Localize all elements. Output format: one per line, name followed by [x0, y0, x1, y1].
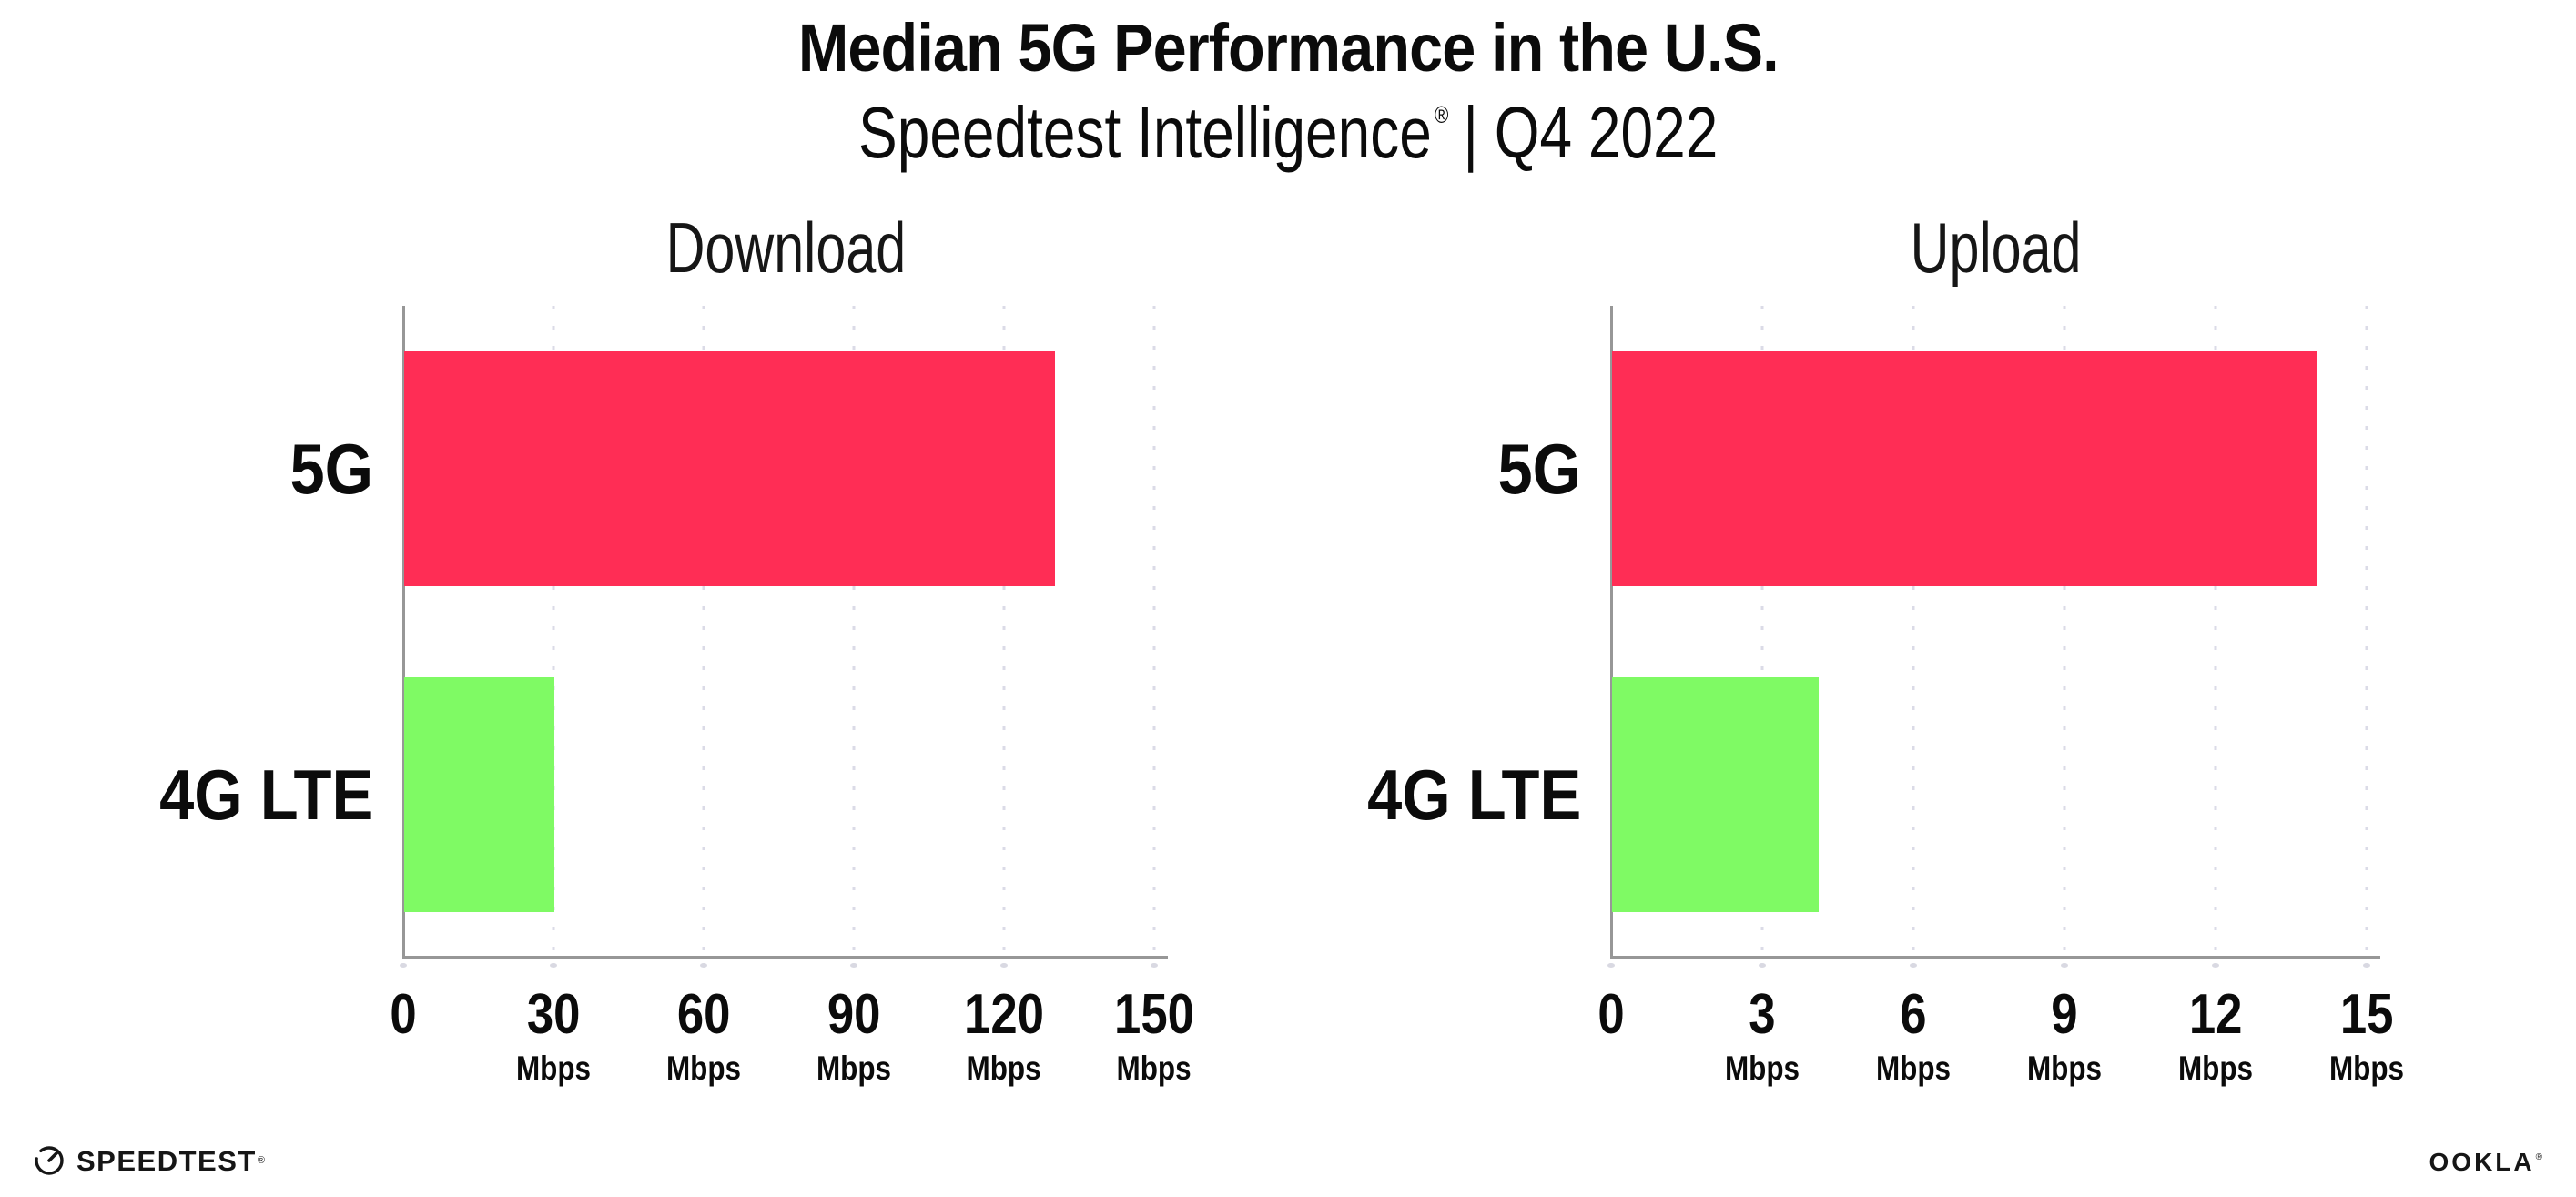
gridline-12 [2214, 306, 2217, 958]
upload-plot-area [1607, 306, 2380, 968]
x-tick-label-0: 0 [1597, 983, 1625, 1046]
tick-mark-60 [700, 963, 707, 968]
tick-mark-0 [400, 963, 407, 968]
gridline-120 [1002, 306, 1006, 958]
page-title-text: Median 5G Performance in the U.S. [797, 10, 1780, 86]
x-tick-label-60: 60 Mbps [665, 983, 742, 1087]
x-tick-label-30: 30 Mbps [515, 983, 592, 1087]
tick-mark-90 [850, 963, 857, 968]
bar-4g-lte [404, 677, 554, 912]
footer: SPEEDTEST ® OOKLA® [0, 1137, 2576, 1181]
gridline-6 [1912, 306, 1915, 958]
gridline-150 [1152, 306, 1156, 958]
speedtest-wordmark: SPEEDTEST [76, 1144, 257, 1177]
x-tick-label-15: 15 Mbps [2328, 983, 2405, 1087]
header: Median 5G Performance in the U.S. Speedt… [0, 0, 2576, 169]
x-tick-label-120: 120 Mbps [964, 983, 1044, 1087]
x-tick-label-0: 0 [390, 983, 417, 1046]
upload-chart-title: Upload [1910, 208, 2082, 288]
download-chart-title: Download [665, 208, 906, 288]
upload-chart: Upload 5G 4G LTE 0 3 Mbps 6 Mbps 9 Mbps 12 Mbps 15… [1367, 208, 2404, 1085]
x-tick-label-150: 150 Mbps [1114, 983, 1194, 1087]
download-y-axis [402, 306, 405, 958]
gridline-30 [552, 306, 555, 958]
category-label-4g-lte: 4G LTE [158, 755, 373, 835]
x-tick-label-90: 90 Mbps [816, 983, 892, 1087]
bar-4g-lte [1612, 677, 1819, 912]
tick-mark-120 [1000, 963, 1008, 968]
bar-5g [404, 351, 1055, 586]
speedtest-gauge-icon [35, 1146, 64, 1175]
tick-mark-15 [2363, 963, 2370, 968]
download-x-axis [402, 956, 1168, 959]
tick-mark-3 [1759, 963, 1766, 968]
upload-x-axis [1610, 956, 2380, 959]
tick-mark-150 [1151, 963, 1158, 968]
bar-5g [1612, 351, 2317, 586]
x-tick-label-9: 9 Mbps [2026, 983, 2103, 1087]
category-label-4g-lte: 4G LTE [1366, 755, 1581, 835]
subtitle-brand: Speedtest Intelligence [857, 91, 1432, 173]
download-x-tick-labels: 0 30 Mbps 60 Mbps 90 Mbps 120 Mbps 150 Mbps [390, 983, 1194, 1096]
category-label-5g: 5G [1497, 429, 1581, 509]
download-plot-area [400, 306, 1168, 968]
x-tick-label-6: 6 Mbps [1875, 983, 1952, 1087]
tick-mark-9 [2061, 963, 2068, 968]
x-tick-label-3: 3 Mbps [1724, 983, 1800, 1087]
subtitle-period: | Q4 2022 [1463, 91, 1719, 173]
tick-mark-6 [1910, 963, 1917, 968]
gridline-15 [2365, 306, 2368, 958]
tick-mark-12 [2212, 963, 2219, 968]
tick-mark-30 [550, 963, 557, 968]
ookla-logo: OOKLA® [2429, 1150, 2542, 1175]
page-title: Median 5G Performance in the U.S. [0, 13, 2576, 84]
gridline-60 [702, 306, 705, 958]
upload-y-axis [1610, 306, 1613, 958]
gridline-3 [1760, 306, 1764, 958]
ookla-wordmark: OOKLA [2429, 1148, 2535, 1176]
registered-trademark-icon: ® [1434, 100, 1449, 128]
category-label-5g: 5G [289, 429, 373, 509]
x-tick-label-12: 12 Mbps [2177, 983, 2254, 1087]
upload-x-tick-labels: 0 3 Mbps 6 Mbps 9 Mbps 12 Mbps 15 Mbps [1597, 983, 2404, 1096]
ookla-registered-icon: ® [2535, 1152, 2542, 1162]
speedtest-logo: SPEEDTEST ® [33, 1144, 265, 1177]
download-chart: Download 5G 4G LTE 0 30 Mbps 60 Mbps 90 Mbps 120… [159, 208, 1194, 1085]
gridline-9 [2063, 306, 2066, 958]
speedtest-registered-icon: ® [257, 1155, 265, 1166]
gridline-90 [852, 306, 856, 958]
tick-mark-0 [1607, 963, 1615, 968]
page-subtitle: Speedtest Intelligence ® | Q4 2022 [0, 96, 2576, 169]
